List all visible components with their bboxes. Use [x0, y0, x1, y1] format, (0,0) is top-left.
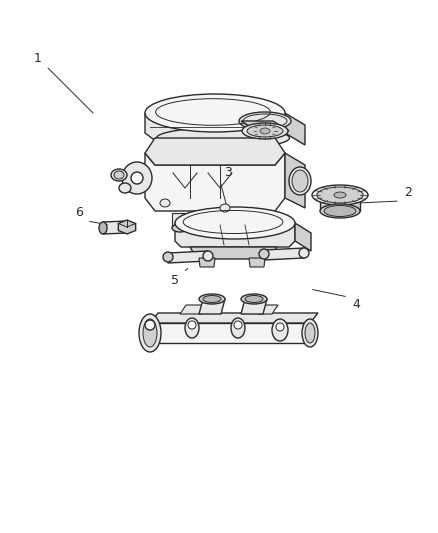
Polygon shape	[285, 153, 305, 208]
Text: 1: 1	[34, 52, 42, 64]
Ellipse shape	[259, 249, 269, 259]
Ellipse shape	[247, 125, 283, 137]
Ellipse shape	[272, 319, 288, 341]
Ellipse shape	[324, 206, 356, 216]
Ellipse shape	[231, 318, 245, 338]
Text: 3: 3	[224, 166, 232, 180]
Ellipse shape	[202, 224, 218, 232]
Ellipse shape	[139, 314, 161, 352]
Polygon shape	[249, 258, 265, 267]
Ellipse shape	[334, 192, 346, 198]
Text: 4: 4	[352, 298, 360, 311]
Ellipse shape	[111, 169, 127, 181]
Polygon shape	[175, 223, 295, 247]
Ellipse shape	[239, 112, 291, 130]
Ellipse shape	[260, 128, 270, 134]
Polygon shape	[241, 121, 289, 131]
Text: 5: 5	[171, 273, 179, 287]
Circle shape	[131, 172, 143, 184]
Circle shape	[234, 321, 242, 329]
Ellipse shape	[175, 207, 295, 239]
Polygon shape	[264, 248, 304, 260]
Ellipse shape	[156, 127, 290, 149]
Ellipse shape	[299, 248, 309, 258]
Polygon shape	[295, 223, 311, 251]
Ellipse shape	[163, 252, 173, 262]
Polygon shape	[199, 299, 225, 314]
Polygon shape	[232, 213, 248, 228]
Ellipse shape	[203, 251, 213, 261]
Text: 2: 2	[404, 187, 412, 199]
Ellipse shape	[99, 222, 107, 234]
Ellipse shape	[199, 294, 225, 304]
Polygon shape	[199, 258, 215, 267]
Ellipse shape	[203, 295, 221, 303]
Ellipse shape	[160, 199, 170, 207]
Circle shape	[188, 321, 196, 329]
Ellipse shape	[292, 170, 308, 192]
Ellipse shape	[289, 167, 311, 195]
Polygon shape	[285, 113, 305, 145]
Polygon shape	[145, 153, 285, 211]
Ellipse shape	[245, 295, 263, 303]
Ellipse shape	[317, 187, 363, 203]
Ellipse shape	[232, 224, 248, 232]
Ellipse shape	[241, 294, 267, 304]
Ellipse shape	[122, 162, 152, 194]
Polygon shape	[180, 305, 202, 314]
Polygon shape	[202, 213, 218, 228]
Ellipse shape	[172, 224, 188, 232]
Ellipse shape	[305, 323, 315, 343]
Ellipse shape	[119, 183, 131, 193]
Ellipse shape	[143, 319, 157, 347]
Circle shape	[276, 323, 284, 331]
Ellipse shape	[114, 171, 124, 179]
Polygon shape	[168, 251, 208, 263]
Circle shape	[145, 320, 155, 330]
Polygon shape	[320, 195, 360, 211]
Ellipse shape	[242, 123, 288, 139]
Polygon shape	[145, 138, 285, 165]
Polygon shape	[150, 313, 318, 323]
Polygon shape	[145, 113, 285, 139]
Ellipse shape	[185, 318, 199, 338]
Polygon shape	[258, 305, 278, 314]
Ellipse shape	[145, 94, 285, 132]
Polygon shape	[241, 299, 267, 314]
Ellipse shape	[320, 204, 360, 218]
Polygon shape	[190, 247, 277, 259]
Polygon shape	[172, 213, 188, 228]
Polygon shape	[150, 323, 310, 343]
Ellipse shape	[312, 185, 368, 205]
Ellipse shape	[302, 319, 318, 347]
Polygon shape	[118, 220, 136, 234]
Text: 6: 6	[75, 206, 83, 220]
Polygon shape	[103, 221, 127, 234]
Ellipse shape	[220, 204, 230, 212]
